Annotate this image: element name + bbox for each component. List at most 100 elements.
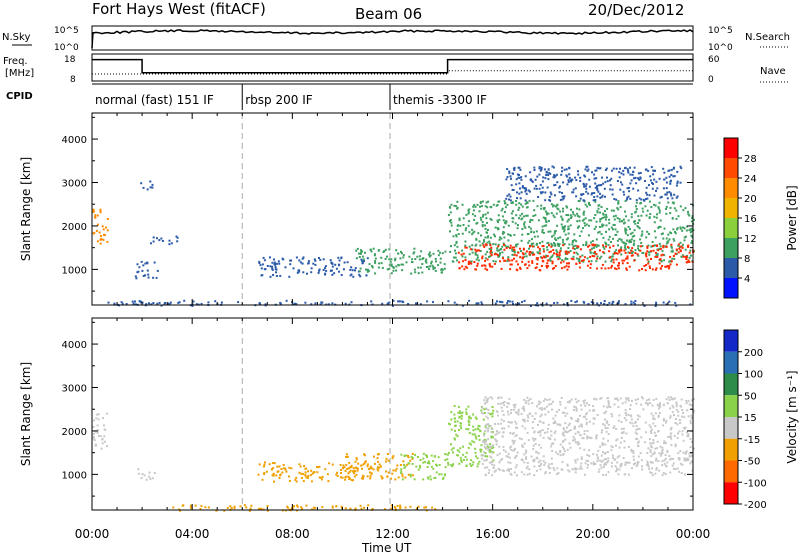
- echo-cell: [659, 225, 662, 228]
- echo-cell: [542, 231, 545, 234]
- echo-cell: [601, 443, 604, 446]
- echo-cell: [679, 422, 682, 424]
- echo-cell: [681, 226, 684, 229]
- echo-cell: [480, 218, 483, 221]
- echo-cell: [539, 256, 542, 259]
- echo-cell: [369, 465, 372, 468]
- echo-cell: [662, 244, 665, 247]
- echo-cell: [627, 171, 630, 174]
- echo-cell: [576, 253, 579, 256]
- echo-cell: [672, 238, 675, 241]
- echo-cell: [682, 209, 685, 212]
- echo-cell: [568, 400, 571, 403]
- echo-cell: [540, 207, 543, 210]
- echo-cell: [409, 459, 412, 462]
- echo-cell: [615, 198, 618, 201]
- echo-cell: [625, 257, 628, 260]
- echo-cell: [431, 506, 434, 509]
- echo-cell: [485, 458, 488, 461]
- echo-cell: [631, 173, 634, 176]
- echo-cell: [274, 263, 276, 266]
- echo-cell: [639, 176, 642, 179]
- echo-cell: [564, 233, 567, 236]
- echo-cell: [567, 262, 570, 265]
- echo-cell: [565, 174, 568, 177]
- echo-cell: [510, 263, 513, 266]
- echo-cell: [550, 245, 553, 248]
- echo-cell: [612, 167, 615, 170]
- echo-cell: [599, 464, 602, 467]
- echo-cell: [497, 254, 499, 257]
- echo-cell: [366, 257, 369, 260]
- echo-cell: [590, 193, 593, 196]
- echo-cell: [566, 220, 569, 223]
- echo-cell: [690, 241, 693, 244]
- echo-cell: [657, 207, 660, 210]
- echo-cell: [479, 448, 482, 451]
- echo-cell: [484, 267, 487, 270]
- echo-cell: [632, 449, 635, 452]
- echo-cell: [606, 420, 609, 423]
- echo-cell: [578, 467, 581, 470]
- echo-cell: [458, 410, 461, 413]
- echo-cell: [568, 173, 571, 176]
- echo-cell: [659, 402, 661, 405]
- echo-cell: [663, 441, 666, 444]
- echo-cell: [588, 436, 591, 439]
- echo-cell: [361, 477, 363, 480]
- echo-cell: [585, 241, 588, 244]
- echo-cell: [685, 258, 688, 261]
- echo-cell: [634, 398, 637, 401]
- echo-cell: [430, 262, 433, 265]
- echo-cell: [604, 427, 607, 430]
- echo-cell: [521, 205, 524, 208]
- echo-cell: [499, 459, 502, 462]
- echo-cell: [288, 466, 291, 469]
- echo-cell: [612, 244, 615, 247]
- echo-cell: [417, 468, 420, 471]
- echo-cell: [311, 508, 314, 511]
- echo-cell: [675, 403, 678, 406]
- echo-cell: [499, 236, 501, 239]
- echo-cell: [344, 507, 347, 510]
- colorbar-tick-label: -50: [744, 457, 760, 468]
- echo-cell: [488, 262, 491, 265]
- echo-cell: [625, 198, 628, 201]
- echo-cell: [509, 199, 512, 202]
- echo-cell: [535, 230, 538, 233]
- echo-cell: [607, 471, 610, 474]
- echo-cell: [613, 198, 616, 200]
- echo-cell: [528, 225, 531, 228]
- echo-cell: [475, 222, 478, 225]
- echo-cell: [593, 177, 596, 180]
- echo-cell: [497, 467, 500, 470]
- echo-cell: [474, 447, 477, 450]
- echo-cell: [595, 260, 598, 263]
- panel-frame: [91, 112, 694, 306]
- echo-cell: [486, 268, 489, 271]
- echo-cell: [607, 267, 610, 270]
- echo-cell: [641, 233, 644, 236]
- echo-cell: [659, 247, 662, 250]
- echo-cell: [679, 462, 682, 465]
- echo-cell: [310, 303, 313, 306]
- echo-cell: [583, 183, 585, 186]
- echo-cell: [589, 266, 592, 269]
- echo-cell: [610, 449, 613, 452]
- echo-cell: [612, 258, 615, 261]
- echo-cell: [670, 396, 673, 399]
- echo-cell: [623, 440, 626, 443]
- echo-cell: [456, 259, 458, 262]
- echo-cell: [395, 265, 398, 268]
- echo-cell: [538, 407, 541, 410]
- echo-cell: [401, 473, 404, 476]
- echo-cell: [500, 209, 503, 212]
- echo-cell: [604, 181, 607, 184]
- echo-cell: [544, 256, 547, 259]
- echo-cell: [521, 445, 524, 448]
- echo-cell: [639, 452, 642, 455]
- echo-cell: [617, 406, 620, 409]
- echo-cell: [263, 463, 266, 466]
- echo-cell: [573, 239, 576, 242]
- echo-cell: [659, 454, 662, 457]
